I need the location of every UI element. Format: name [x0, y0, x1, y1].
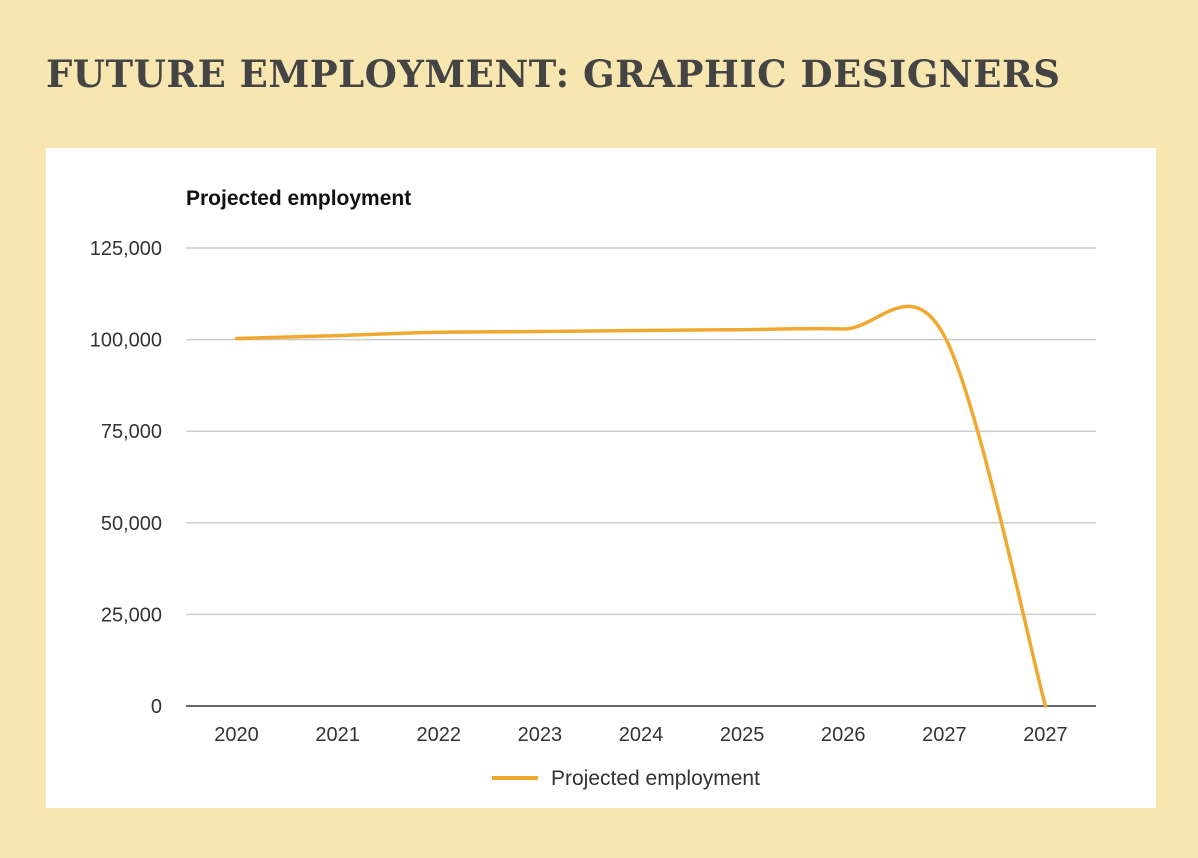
page-title: FUTURE EMPLOYMENT: GRAPHIC DESIGNERS: [46, 52, 1061, 96]
legend: Projected employment: [492, 767, 760, 790]
y-tick-label: 25,000: [101, 604, 162, 626]
line-chart: Projected employment 0 25,000 50,000 75,000…: [90, 187, 1096, 790]
chart-card: Projected employment 0 25,000 50,000 75,000…: [46, 148, 1156, 808]
x-axis-ticks: 2020 2021 2022 2023 2024 2025 2026 2027 2027: [214, 724, 1067, 746]
series-line: [234, 304, 1048, 708]
x-tick-label: 2024: [619, 724, 664, 746]
x-tick-label: 2027: [1023, 724, 1068, 746]
x-tick-label: 2023: [518, 724, 563, 746]
grid-lines: [186, 247, 1096, 707]
x-tick-label: 2026: [821, 724, 866, 746]
chart-title: Projected employment: [186, 187, 411, 210]
y-tick-label: 75,000: [101, 421, 162, 443]
series-layer: [234, 304, 1048, 708]
y-tick-label: 50,000: [101, 513, 162, 535]
x-tick-label: 2027: [922, 724, 967, 746]
y-tick-label: 125,000: [90, 238, 162, 260]
legend-label: Projected employment: [551, 767, 760, 790]
x-tick-label: 2021: [315, 724, 360, 746]
y-axis-ticks: 0 25,000 50,000 75,000 100,000 125,000: [90, 238, 162, 718]
x-tick-label: 2022: [417, 724, 462, 746]
x-tick-label: 2020: [214, 724, 258, 746]
x-tick-label: 2025: [720, 724, 765, 746]
y-tick-label: 100,000: [90, 330, 162, 352]
y-tick-label: 0: [151, 696, 162, 718]
